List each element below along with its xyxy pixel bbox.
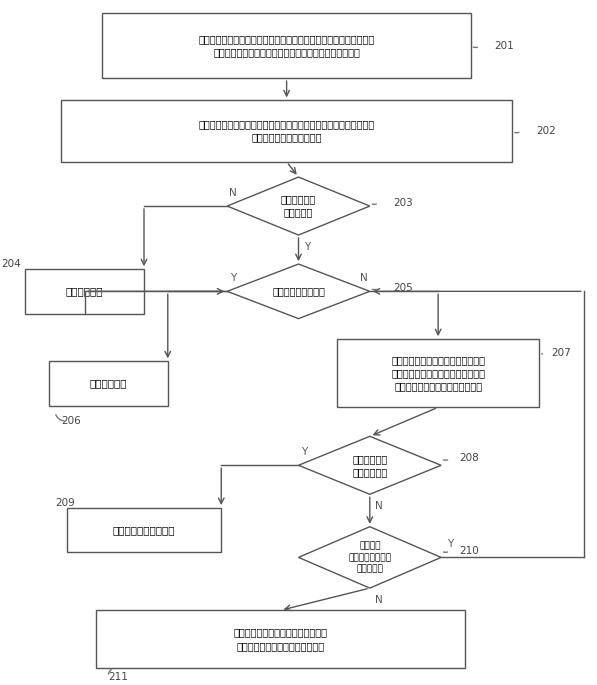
- Text: 205: 205: [393, 283, 413, 293]
- Text: 209: 209: [55, 498, 75, 508]
- FancyBboxPatch shape: [103, 13, 471, 78]
- Text: Y: Y: [301, 447, 307, 457]
- Text: 保持实际内机转速不变: 保持实际内机转速不变: [113, 525, 176, 535]
- FancyBboxPatch shape: [97, 610, 465, 669]
- Text: 实际内机
转速大于设定内机
转速阈值？: 实际内机 转速大于设定内机 转速阈值？: [348, 541, 391, 574]
- Text: Y: Y: [304, 242, 310, 252]
- Text: N: N: [375, 501, 383, 511]
- Text: N: N: [375, 595, 383, 605]
- Text: 不作防火控制: 不作防火控制: [90, 378, 127, 388]
- Text: 210: 210: [459, 545, 479, 556]
- Text: 空调运行过程中，实时获取空调电源插头内部的温度作为当前供电温
度，实时获取空调所在室内的温度作为当前室内环境温度: 空调运行过程中，实时获取空调电源插头内部的温度作为当前供电温 度，实时获取空调所…: [198, 34, 375, 58]
- FancyBboxPatch shape: [67, 508, 221, 552]
- Text: 202: 202: [536, 126, 556, 136]
- Text: 203: 203: [393, 198, 413, 208]
- Polygon shape: [298, 527, 441, 588]
- Text: 206: 206: [61, 416, 81, 426]
- Text: Y: Y: [447, 539, 453, 549]
- Text: 207: 207: [551, 348, 571, 358]
- Text: N: N: [360, 273, 368, 283]
- Polygon shape: [227, 264, 370, 319]
- Text: 获取室内风机的当前内机转速，降低
当前内机转速获得实际内机转速，按
照实际内机转速控制室内风机运行: 获取室内风机的当前内机转速，降低 当前内机转速获得实际内机转速，按 照实际内机转…: [391, 355, 485, 391]
- FancyBboxPatch shape: [25, 269, 144, 314]
- Text: 201: 201: [494, 40, 515, 51]
- Text: N: N: [229, 188, 237, 198]
- FancyBboxPatch shape: [49, 361, 168, 406]
- Text: 获取当前供电温度与当前室内环境温度之间的温差作为当前温差，将
当前温差与温差阈值作比较: 获取当前供电温度与当前室内环境温度之间的温差作为当前温差，将 当前温差与温差阈值…: [198, 119, 375, 142]
- Polygon shape: [227, 177, 370, 235]
- Text: Y: Y: [230, 273, 236, 283]
- Text: 当前温差小于
前一次温差？: 当前温差小于 前一次温差？: [352, 453, 387, 477]
- Text: 211: 211: [108, 672, 128, 682]
- Text: 208: 208: [459, 453, 479, 464]
- FancyBboxPatch shape: [337, 339, 539, 408]
- Text: 204: 204: [1, 259, 21, 269]
- Text: 控制空调停机: 控制空调停机: [66, 286, 103, 297]
- Text: 对空调室外风机的转速进行调整，使
得当前温差小于当前第一温差阈值: 对空调室外风机的转速进行调整，使 得当前温差小于当前第一温差阈值: [233, 627, 328, 651]
- Polygon shape: [298, 436, 441, 495]
- FancyBboxPatch shape: [61, 100, 512, 162]
- Text: 小于当前第一
温差阈值？: 小于当前第一 温差阈值？: [281, 195, 316, 218]
- Text: 小于第二温差阈值？: 小于第二温差阈值？: [272, 286, 325, 297]
